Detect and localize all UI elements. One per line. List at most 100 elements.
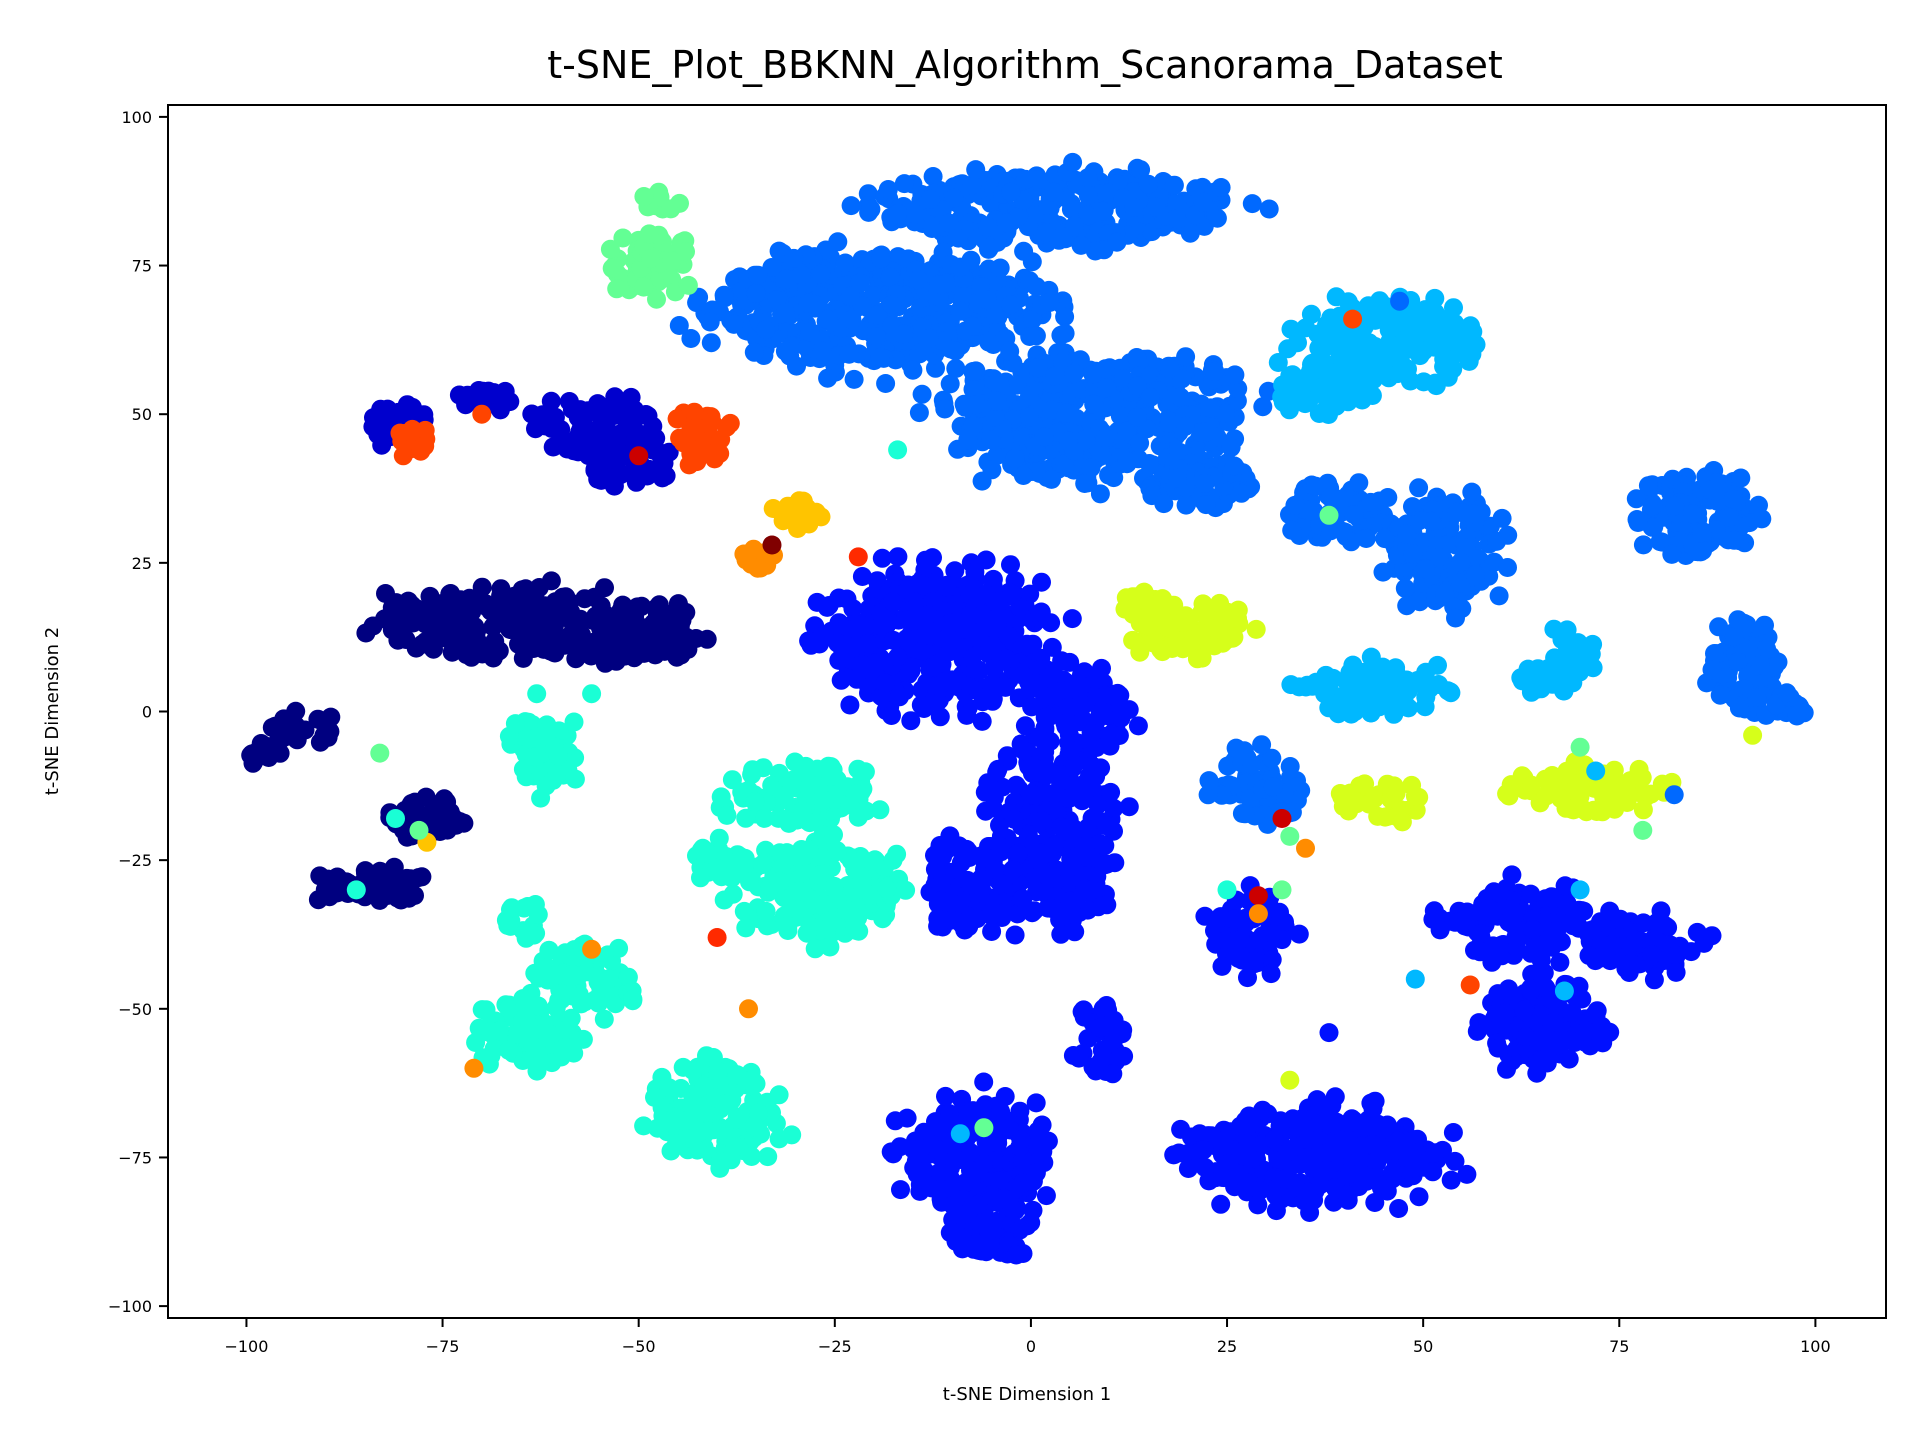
scatter-point xyxy=(667,647,687,667)
scatter-point xyxy=(736,808,756,828)
scatter-point xyxy=(1164,175,1184,195)
scatter-point xyxy=(639,224,659,244)
scatter-point xyxy=(1339,1113,1359,1133)
scatter-point xyxy=(1095,359,1115,379)
scatter-point xyxy=(386,593,406,613)
scatter-point xyxy=(678,275,698,295)
scatter-point xyxy=(1037,223,1057,243)
scatter-point xyxy=(744,342,764,362)
scatter-point xyxy=(1028,358,1048,378)
scatter-point xyxy=(1628,513,1648,532)
scatter-point xyxy=(406,638,426,658)
scatter-point xyxy=(579,446,599,466)
scatter-point xyxy=(1724,489,1744,509)
scatter-point xyxy=(1777,683,1797,703)
scatter-point xyxy=(1080,847,1100,867)
scatter-point xyxy=(988,1133,1008,1153)
scatter-point xyxy=(1498,981,1518,1001)
scatter-point xyxy=(1130,433,1150,453)
scatter-point xyxy=(1081,769,1101,789)
scatter-point xyxy=(1235,804,1255,824)
scatter-point xyxy=(935,399,955,419)
scatter-point xyxy=(1259,199,1279,219)
scatter-point xyxy=(1270,1116,1290,1136)
scatter-point xyxy=(1127,348,1147,367)
scatter-point xyxy=(1266,1201,1286,1221)
scatter-point xyxy=(894,174,914,194)
scatter-point xyxy=(1097,895,1117,915)
scatter-point xyxy=(700,312,720,332)
scatter-point xyxy=(745,792,765,812)
scatter-point xyxy=(1119,797,1139,817)
scatter-point xyxy=(397,395,417,415)
scatter-point xyxy=(1138,174,1158,194)
scatter-point xyxy=(996,677,1015,697)
scatter-point xyxy=(1008,843,1028,863)
scatter-point xyxy=(787,356,806,376)
scatter-point xyxy=(748,265,768,285)
scatter-point xyxy=(310,866,330,886)
scatter-point xyxy=(1579,921,1599,941)
scatter-point xyxy=(996,213,1016,233)
scatter-point xyxy=(1238,1134,1258,1154)
scatter-point xyxy=(1001,555,1020,575)
scatter-point xyxy=(870,800,890,820)
scatter-point xyxy=(1005,925,1025,945)
scatter-point xyxy=(1281,319,1301,339)
scatter-point xyxy=(959,848,979,867)
scatter-point xyxy=(1055,307,1075,327)
scatter-point xyxy=(662,251,682,271)
scatter-point xyxy=(977,290,997,310)
scatter-point xyxy=(1440,682,1460,702)
scatter-point xyxy=(1022,252,1042,272)
scatter-point xyxy=(903,360,923,380)
scatter-point xyxy=(526,747,546,767)
scatter-point xyxy=(943,1196,963,1216)
scatter-point xyxy=(1032,811,1052,831)
scatter-point xyxy=(1090,484,1110,504)
scatter-point xyxy=(961,1161,980,1181)
scatter-point xyxy=(861,199,881,219)
scatter-point xyxy=(1497,1059,1516,1079)
scatter-point xyxy=(1146,197,1166,217)
scatter-point xyxy=(818,368,838,388)
scatter-point xyxy=(1787,706,1807,726)
scatter-point xyxy=(686,418,706,438)
scatter-point xyxy=(923,548,942,568)
scatter-point xyxy=(656,466,676,486)
scatter-point xyxy=(812,341,832,361)
scatter-point xyxy=(1651,901,1671,921)
scatter-point xyxy=(1666,962,1686,982)
scatter-point xyxy=(848,759,868,779)
scatter-point xyxy=(1688,542,1708,562)
scatter-point xyxy=(1036,1186,1056,1206)
scatter-point xyxy=(931,891,951,911)
scatter-point xyxy=(754,808,774,828)
scatter-point xyxy=(1443,1123,1463,1142)
scatter-point xyxy=(788,847,808,867)
scatter-point xyxy=(1301,361,1321,381)
scatter-point xyxy=(1026,326,1046,346)
scatter-point xyxy=(370,890,390,910)
scatter-point xyxy=(1226,738,1246,758)
scatter-point xyxy=(1465,940,1484,960)
scatter-point xyxy=(939,213,959,233)
scatter-point xyxy=(1263,777,1283,797)
scatter-point xyxy=(602,258,622,278)
scatter-point xyxy=(946,359,966,378)
scatter-point xyxy=(1406,319,1426,339)
scatter-point xyxy=(321,707,341,727)
scatter-point xyxy=(559,392,579,411)
scatter-point xyxy=(1101,782,1121,802)
scatter-point xyxy=(937,577,957,597)
scatter-point xyxy=(1253,397,1273,417)
scatter-point xyxy=(1051,817,1071,837)
scatter-point xyxy=(1044,182,1064,202)
scatter-point xyxy=(1041,898,1061,918)
scatter-point xyxy=(987,391,1007,411)
scatter-point xyxy=(1359,352,1379,372)
scatter-point xyxy=(667,409,687,429)
scatter-point xyxy=(908,573,928,593)
scatter-point xyxy=(1331,489,1351,509)
scatter-point xyxy=(827,841,847,861)
